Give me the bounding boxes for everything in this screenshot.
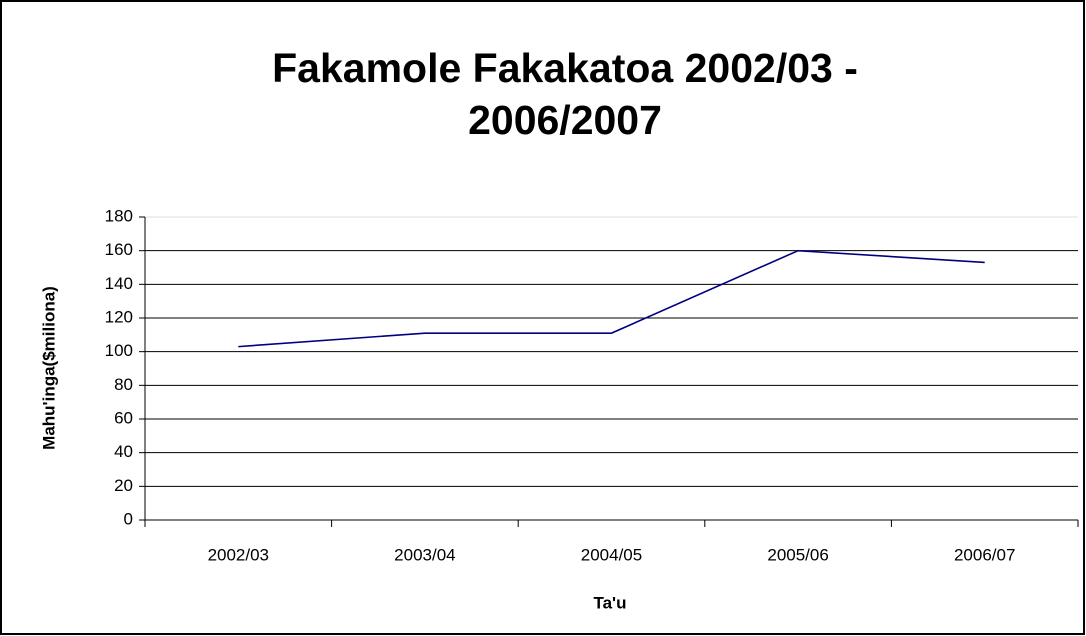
x-tick-label: 2004/05 xyxy=(581,545,642,564)
y-tick-label: 180 xyxy=(105,206,133,225)
y-tick-label: 100 xyxy=(105,341,133,360)
y-tick-label: 80 xyxy=(114,375,133,394)
y-tick-label: 60 xyxy=(114,408,133,427)
y-axis-label: Mahu'inga($miliona) xyxy=(39,286,58,450)
x-tick-label: 2002/03 xyxy=(208,545,269,564)
y-tick-label: 160 xyxy=(105,240,133,259)
x-tick-label: 2005/06 xyxy=(767,545,828,564)
y-tick-label: 120 xyxy=(105,307,133,326)
x-axis-label: Ta'u xyxy=(593,593,626,612)
series-line xyxy=(238,249,985,348)
x-tick-label: 2003/04 xyxy=(394,545,455,564)
x-tick-label: 2006/07 xyxy=(954,545,1015,564)
y-tick-label: 140 xyxy=(105,274,133,293)
chart-title: Fakamole Fakakatoa 2002/03 - 2006/2007 xyxy=(272,45,858,143)
y-tick-label: 20 xyxy=(114,476,133,495)
y-tick-label: 0 xyxy=(124,509,133,528)
y-tick-label: 40 xyxy=(114,442,133,461)
